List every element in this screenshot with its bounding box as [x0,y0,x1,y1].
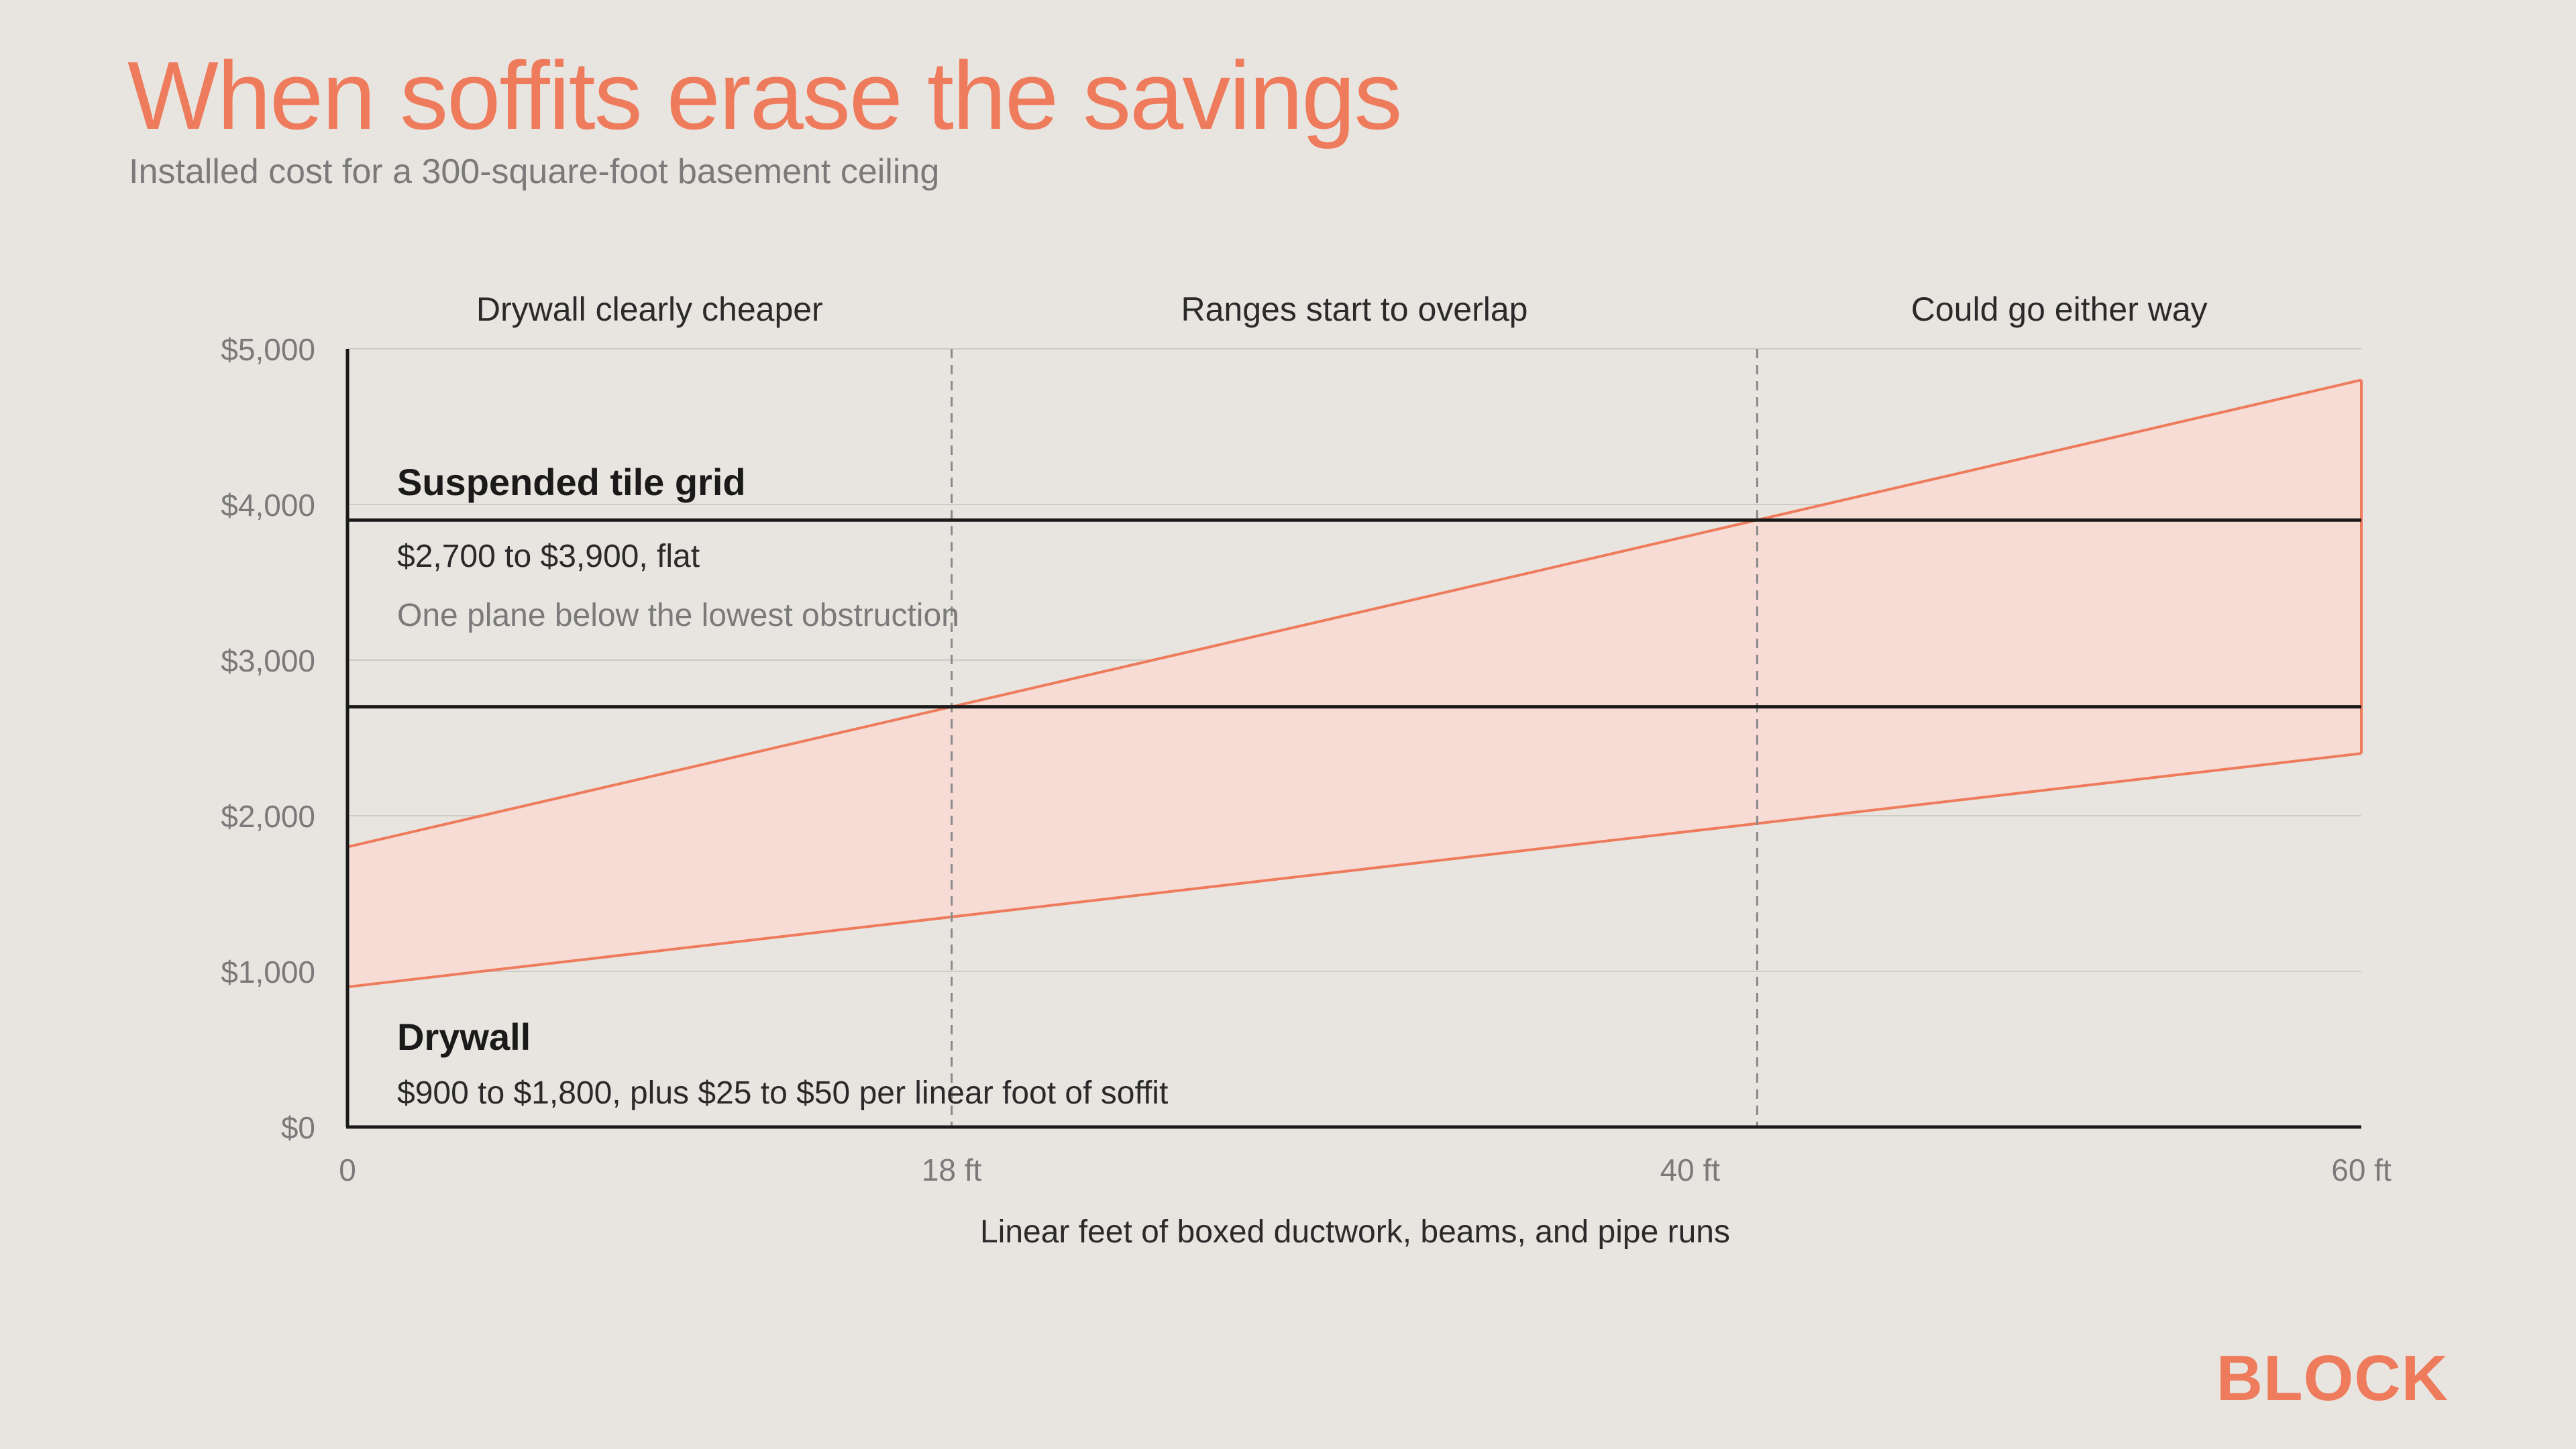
page-title: When soffits erase the savings [127,42,1402,150]
drywall-low-line [347,752,2362,989]
region-label: Ranges start to overlap [1181,290,1528,328]
x-axis-label: Linear feet of boxed ductwork, beams, an… [980,1214,1730,1250]
y-tick-label: $4,000 [221,488,315,523]
drywall-band [347,378,2363,989]
tile-series-note: One plane below the lowest obstruction [397,598,959,633]
y-tick-label: $0 [281,1110,315,1145]
page-subtitle: Installed cost for a 300-square-foot bas… [129,152,940,191]
brand-logo: BLOCK [2216,1342,2449,1414]
region-labels: Drywall clearly cheaper Ranges start to o… [476,290,2208,328]
x-tick-label: 40 ft [1660,1152,1721,1187]
x-tick-label: 18 ft [922,1152,982,1187]
y-tick-label: $5,000 [221,332,315,367]
axes [345,349,2361,1129]
drywall-series-name: Drywall [397,1016,531,1058]
drywall-range-area [347,380,2361,987]
drywall-high-line [347,378,2362,849]
region-label: Could go either way [1911,290,2208,328]
tile-series-name: Suspended tile grid [397,461,746,503]
x-tick-label: 0 [339,1152,356,1187]
y-tick-label: $1,000 [221,955,315,989]
region-dividers [951,349,1758,1127]
y-tick-label: $2,000 [221,799,315,834]
x-tick-label: 60 ft [2331,1152,2392,1187]
y-tick-label: $3,000 [221,643,315,678]
tile-series-range: $2,700 to $3,900, flat [397,539,700,574]
tick-labels: $0 $1,000 $2,000 $3,000 $4,000 $5,000 0 18 ft 40… [221,332,2392,1187]
drywall-series-range: $900 to $1,800, plus $25 to $50 per line… [397,1075,1168,1111]
tile-grid-lines [347,518,2361,709]
region-label: Drywall clearly cheaper [476,290,823,328]
